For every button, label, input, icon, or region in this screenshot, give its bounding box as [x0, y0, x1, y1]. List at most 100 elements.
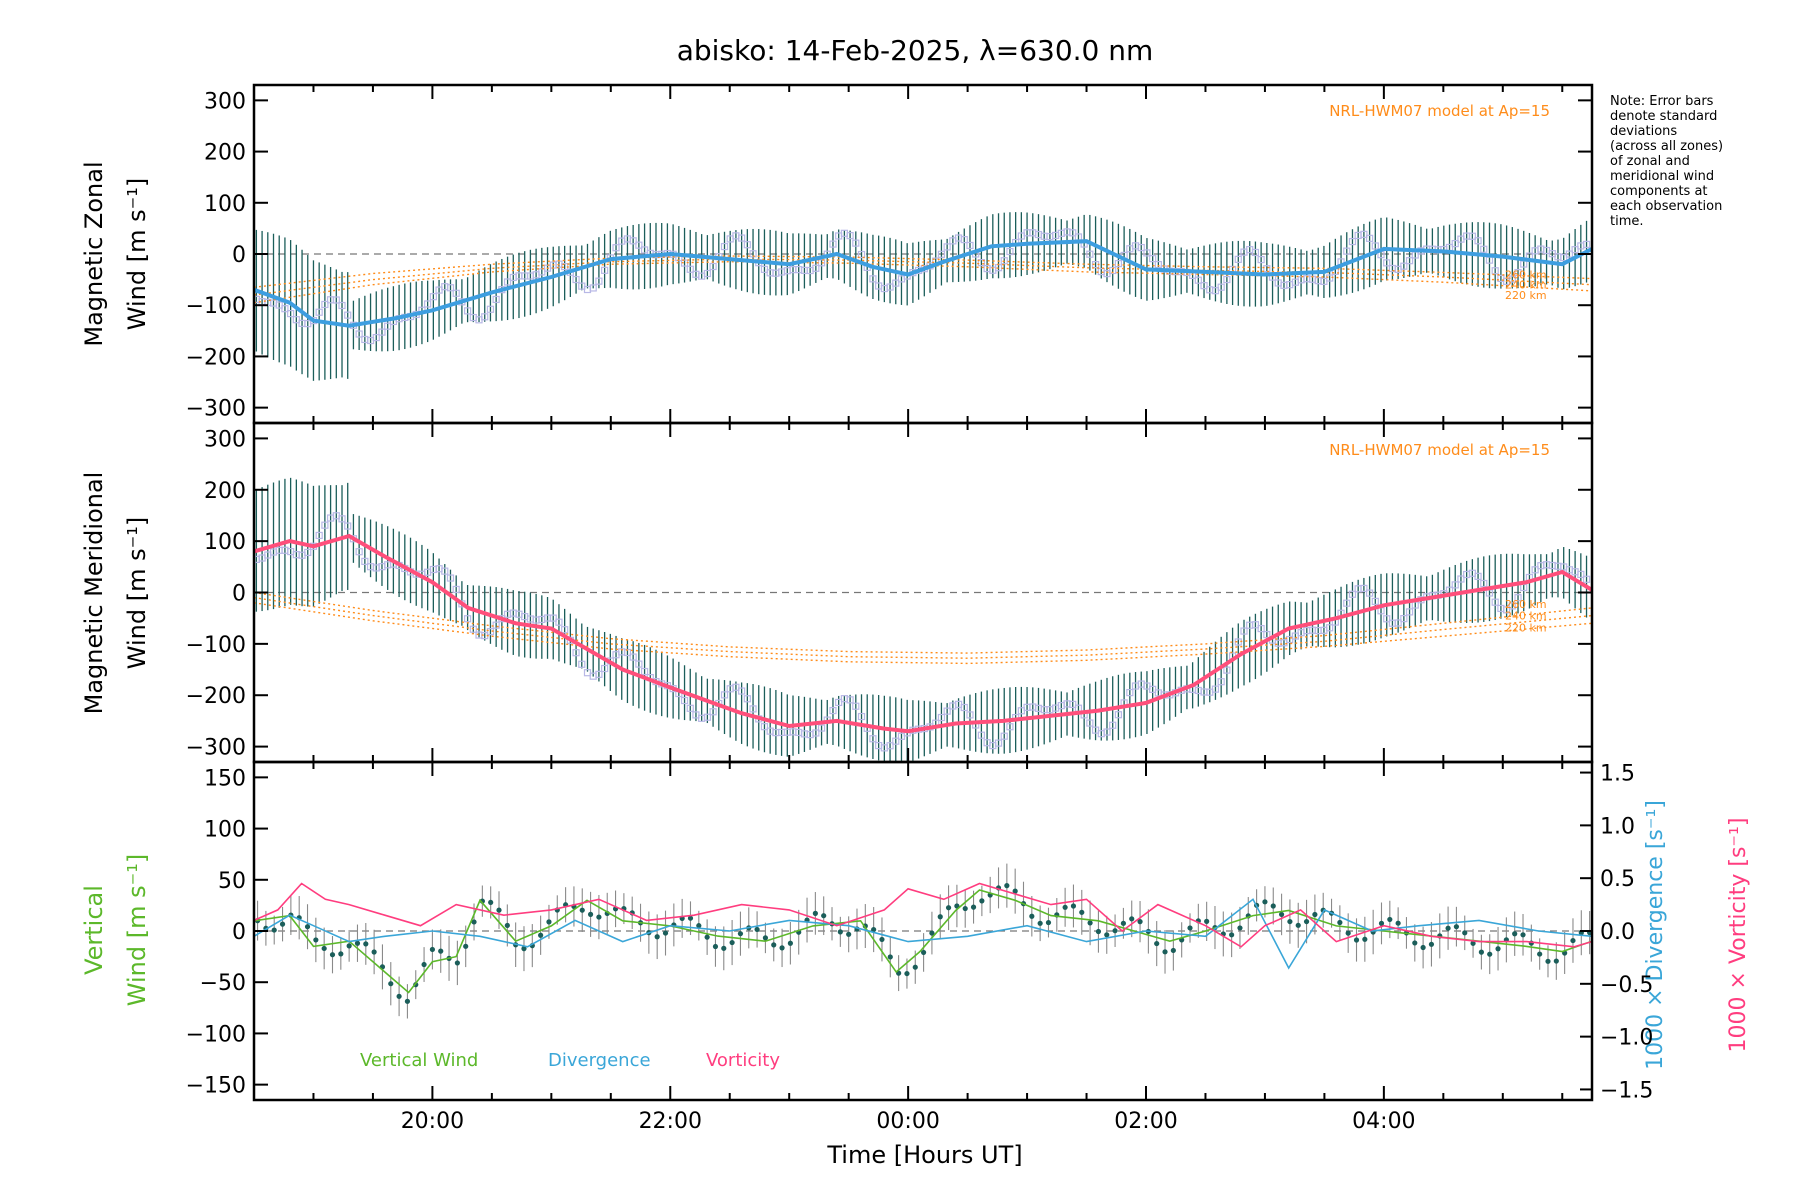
vertical-wind-point — [1129, 916, 1135, 922]
vertical-wind-point — [488, 899, 494, 906]
zone-sample — [452, 289, 460, 297]
zone-sample — [424, 300, 432, 308]
vertical-wind-point — [396, 993, 402, 999]
zone-sample — [481, 313, 489, 321]
zone-sample — [1000, 732, 1008, 740]
y-tick-label: −300 — [186, 397, 246, 422]
vertical-wind-line — [254, 889, 1592, 994]
zone-sample — [1582, 575, 1591, 583]
zone-sample — [1217, 283, 1225, 291]
vertical-wind-point — [912, 964, 918, 970]
zone-sample — [492, 295, 500, 304]
zone-sample — [1251, 248, 1260, 257]
vertical-wind-point — [945, 905, 952, 911]
vertical-wind-point — [304, 924, 311, 930]
x-axis-label: Time [Hours UT] — [826, 1141, 1022, 1169]
vertical-wind-point — [729, 939, 735, 946]
meridional-panel: Magnetic Meridional Wind [m s⁻¹] NRL-HWM… — [80, 421, 1594, 764]
zone-sample — [629, 653, 637, 661]
vertical-wind-point — [1037, 920, 1043, 926]
vertical-wind-point — [1553, 958, 1559, 964]
y-tick-label: −200 — [186, 345, 246, 370]
vertical-wind-point — [1079, 909, 1085, 915]
zone-sample — [1400, 615, 1408, 623]
zone-sample — [561, 626, 569, 634]
zone-sample — [1114, 711, 1123, 719]
vertical-wind-point — [338, 951, 344, 957]
vertical-wind-point — [1170, 947, 1176, 954]
zone-sample — [857, 250, 866, 259]
y2-tick-label: −0.5 — [1600, 973, 1653, 998]
vertical-wind-point — [538, 932, 544, 938]
y-tick-label: 0 — [232, 243, 246, 268]
zone-sample — [1405, 608, 1414, 616]
y-tick-label: −50 — [200, 971, 246, 996]
zone-sample — [464, 615, 472, 623]
zone-sample — [446, 574, 455, 582]
vertical-wind-point — [812, 910, 818, 916]
zone-sample — [1257, 256, 1265, 264]
vertical-wind-point — [1112, 928, 1118, 934]
vertical-wind-point — [754, 926, 760, 933]
zone-sample — [1086, 719, 1094, 727]
vertical-wind-point — [1287, 918, 1293, 925]
y-tick-label: 100 — [204, 530, 246, 555]
note-line: each observation — [1610, 199, 1722, 214]
zone-sample — [892, 279, 900, 287]
zone-sample — [852, 239, 860, 247]
zone-sample — [709, 262, 717, 271]
chart-title: abisko: 14-Feb-2025, λ=630.0 nm — [677, 34, 1154, 67]
zone-sample — [1109, 721, 1117, 729]
zone-sample — [635, 660, 643, 668]
y2-tick-label: 0.5 — [1600, 867, 1635, 892]
zonal-ylabel-line1: Magnetic Zonal — [80, 161, 108, 346]
vertical-wind-point — [1137, 919, 1143, 925]
model-altitude-label: 220 km — [1505, 621, 1547, 634]
zone-sample — [817, 724, 826, 732]
vertical-wind-point — [1520, 932, 1526, 938]
zone-sample — [355, 330, 363, 338]
model-altitude-label: 220 km — [1505, 289, 1547, 302]
vertical-wind-point — [662, 930, 669, 936]
vertical-wind-point — [329, 952, 336, 958]
x-tick-label: 02:00 — [1114, 1109, 1177, 1134]
vertical-wind-point — [1470, 940, 1476, 946]
vertical-wind-point — [1545, 958, 1551, 964]
vertical-wind-point — [837, 929, 843, 935]
zone-sample — [1154, 260, 1162, 269]
zone-sample — [446, 284, 455, 292]
legend-vertical-wind: Vertical Wind — [360, 1050, 478, 1071]
divergence-axis-label: 1000 × Divergence [s⁻¹] — [1643, 800, 1668, 1070]
vertical-wind-point — [1462, 930, 1468, 936]
zone-sample — [1474, 237, 1482, 245]
zone-sample — [1348, 237, 1357, 246]
zone-sample — [1149, 255, 1157, 263]
vertical-ylabel-line1: Vertical — [80, 885, 108, 975]
vertical-wind-point — [1187, 925, 1193, 931]
zone-sample — [464, 307, 472, 315]
vertical-wind-point — [929, 930, 935, 936]
vertical-wind-point — [1270, 903, 1276, 909]
zone-sample — [378, 328, 386, 336]
vertical-wind-point — [1237, 925, 1243, 931]
vertical-wind-point — [587, 911, 594, 917]
vertical-wind-point — [1337, 919, 1343, 926]
zone-sample — [281, 305, 289, 313]
vertical-wind-point — [1154, 940, 1160, 947]
zone-sample — [966, 241, 974, 250]
vertical-wind-point — [920, 949, 927, 956]
zone-sample — [332, 296, 340, 304]
zone-sample — [469, 625, 477, 633]
zone-sample — [384, 322, 392, 330]
vertical-wind-point — [1387, 916, 1393, 923]
zone-sample — [601, 664, 609, 673]
vertical-wind-point — [471, 919, 477, 925]
zone-sample — [829, 240, 837, 248]
vorticity-line — [254, 882, 1592, 948]
vertical-wind-point — [704, 934, 710, 940]
legend-divergence: Divergence — [548, 1050, 651, 1071]
vertical-wind-point — [879, 936, 885, 943]
y-tick-label: 200 — [204, 479, 246, 504]
zone-sample — [1365, 234, 1374, 242]
zone-sample — [709, 708, 717, 716]
